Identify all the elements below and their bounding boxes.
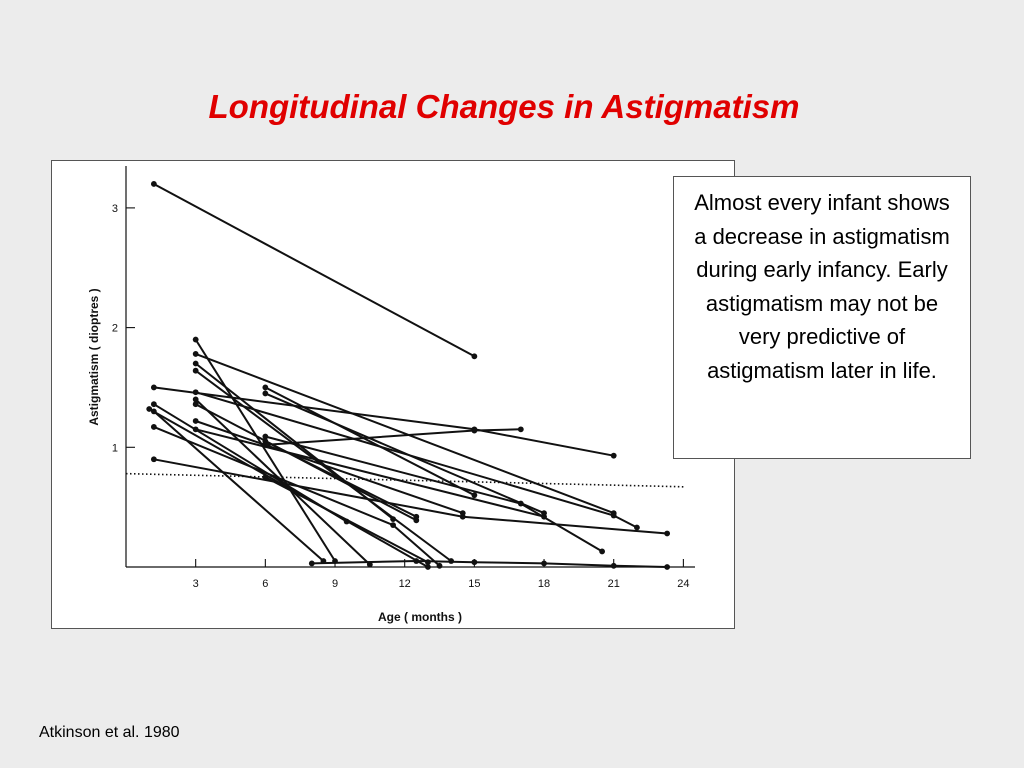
series-6 — [150, 424, 443, 569]
data-point — [192, 367, 199, 374]
data-point — [150, 401, 157, 408]
data-point — [192, 336, 199, 343]
series-line — [195, 428, 545, 518]
series-1 — [150, 181, 478, 360]
x-tick-label: 21 — [608, 578, 620, 590]
data-point — [390, 522, 396, 529]
data-point — [150, 424, 157, 430]
data-point — [610, 452, 617, 459]
series-21 — [262, 474, 431, 566]
citation: Atkinson et al. 1980 — [39, 724, 180, 741]
series-18 — [262, 390, 547, 517]
chart-panel: Age ( months ) Astigmatism ( dioptres ) … — [51, 160, 735, 629]
data-point — [413, 558, 420, 564]
x-tick-label: 24 — [677, 578, 689, 590]
series-line — [264, 440, 417, 518]
x-tick-label: 15 — [468, 578, 480, 590]
series-line — [153, 183, 475, 358]
series-layer — [146, 181, 671, 570]
y-tick-label: 3 — [112, 203, 118, 215]
data-point — [436, 562, 443, 569]
data-point — [634, 524, 640, 531]
data-point — [262, 390, 269, 397]
series-line — [264, 386, 475, 497]
data-point — [610, 562, 617, 569]
series-line — [264, 392, 545, 515]
y-axis-title: Astigmatism ( dioptres ) — [87, 288, 101, 425]
data-point — [517, 500, 524, 507]
data-point — [150, 384, 157, 391]
series-9 — [192, 351, 617, 517]
data-point — [471, 353, 478, 360]
series-12 — [192, 389, 640, 531]
series-22 — [262, 426, 524, 448]
x-tick-label: 6 — [262, 578, 268, 590]
data-point — [664, 564, 671, 570]
data-point — [192, 360, 199, 367]
series-line — [194, 339, 336, 562]
data-point — [262, 442, 269, 448]
x-axis-title: Age ( months ) — [378, 610, 462, 624]
series-line — [264, 476, 429, 564]
slide-title: Longitudinal Changes in Astigmatism — [208, 88, 800, 125]
x-tick-label: 9 — [332, 578, 338, 590]
data-point — [192, 426, 199, 433]
series-line — [311, 559, 668, 568]
series-15 — [192, 418, 466, 517]
data-point — [150, 181, 157, 187]
data-point — [599, 548, 606, 555]
data-point — [610, 512, 617, 519]
data-point — [192, 389, 199, 396]
data-point — [471, 427, 478, 434]
series-19 — [262, 433, 606, 555]
data-point — [459, 510, 466, 517]
x-tick-label: 3 — [193, 578, 199, 590]
data-point — [150, 456, 157, 463]
x-tick-label: 18 — [538, 578, 550, 590]
x-tick-label: 12 — [399, 578, 411, 590]
data-point — [192, 396, 199, 403]
reference-layer — [125, 472, 684, 488]
data-point — [308, 560, 315, 567]
annotation-text: Almost every infant shows a decrease in … — [694, 190, 950, 383]
data-point — [425, 564, 431, 570]
series-line — [153, 410, 325, 562]
series-line — [153, 458, 668, 535]
data-point — [517, 426, 524, 433]
data-point — [664, 530, 671, 537]
annotation-box: Almost every infant shows a decrease in … — [673, 176, 971, 459]
data-point — [366, 561, 373, 568]
series-13 — [192, 396, 373, 568]
data-point — [541, 560, 547, 567]
data-point — [192, 401, 199, 408]
data-point — [262, 474, 269, 481]
data-point — [192, 351, 199, 357]
series-line — [195, 398, 371, 566]
series-17 — [262, 384, 478, 499]
data-point — [192, 418, 199, 424]
series-line — [195, 420, 464, 515]
data-point — [413, 513, 420, 520]
y-tick-label: 2 — [112, 323, 118, 335]
data-point — [471, 559, 478, 566]
y-tick-label: 1 — [112, 442, 118, 454]
series-23 — [308, 558, 671, 570]
data-point — [146, 406, 153, 412]
data-point — [262, 384, 269, 391]
data-point — [471, 492, 478, 499]
data-point — [541, 510, 547, 517]
data-point — [262, 433, 269, 440]
series-7 — [150, 456, 671, 537]
astigmatism-chart: Age ( months ) Astigmatism ( dioptres ) … — [87, 166, 695, 624]
series-line — [195, 352, 615, 515]
reference-line — [125, 472, 684, 488]
